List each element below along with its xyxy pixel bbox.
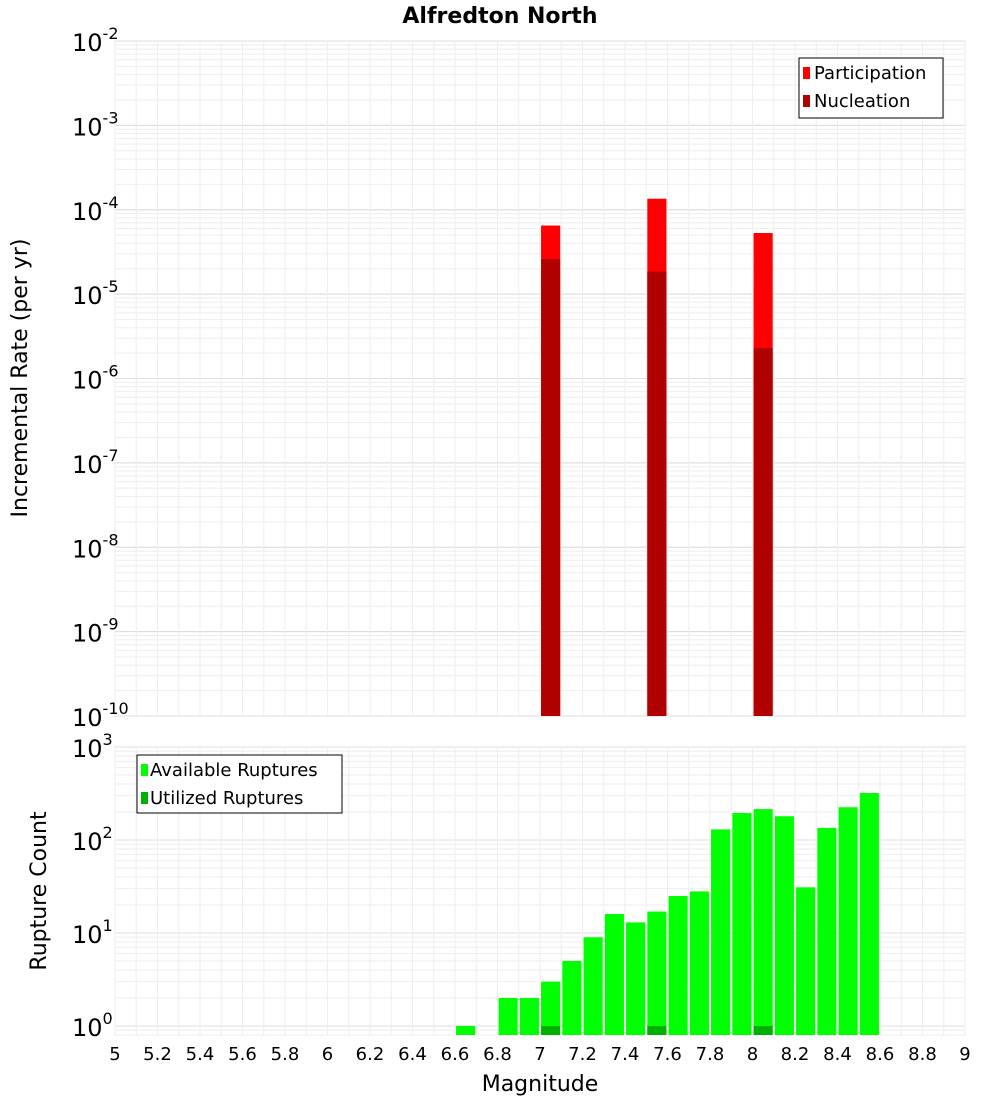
nucleation-legend-swatch: [803, 95, 810, 107]
bottom-bar-available-ruptures: [796, 887, 816, 1035]
bottom-bar-available-ruptures: [774, 816, 794, 1035]
x-tick-label: 8.4: [823, 1044, 852, 1065]
bottom-bar-available-ruptures: [604, 914, 624, 1035]
bottom-bar-available-ruptures: [732, 813, 752, 1035]
utilized-ruptures-legend-label: Utilized Ruptures: [150, 788, 303, 809]
bottom-bar-available-ruptures: [456, 1025, 476, 1035]
bottom-legend-box: [136, 754, 343, 814]
x-tick-labels: 5 5.2 5.4 5.6 5.8 6 6.2 6.4 6.6 6.8 7 7.2 7.4 7.6 7.8 8…: [109, 1044, 970, 1065]
top-y-tick-label: 10-8: [72, 530, 119, 563]
top-legend-box: [798, 57, 944, 119]
top-y-tick-label: 10-7: [72, 446, 119, 479]
x-tick-label: 6.6: [441, 1044, 470, 1065]
top-legend: Participation Nucleation: [798, 57, 944, 119]
top-y-tick-label: 10-4: [72, 193, 119, 226]
bottom-bar-available-ruptures: [626, 922, 646, 1035]
x-tick-label: 7.6: [653, 1044, 682, 1065]
bottom-bar-available-ruptures: [711, 829, 731, 1035]
x-tick-label: 5.2: [143, 1044, 172, 1065]
bottom-bar-available-ruptures: [562, 960, 582, 1035]
x-tick-label: 9: [959, 1044, 970, 1065]
top-y-axis-label: Incremental Rate (per yr): [8, 239, 33, 518]
top-bar-nucleation: [753, 347, 773, 716]
bottom-bar-available-ruptures: [817, 827, 837, 1035]
bottom-y-axis-label: Rupture Count: [27, 811, 52, 971]
x-tick-label: 6.2: [356, 1044, 385, 1065]
bottom-y-tick-labels: 100 101 102 103: [72, 730, 113, 1042]
top-bar-nucleation: [541, 259, 561, 716]
bottom-bar-available-ruptures: [753, 809, 773, 1035]
x-tick-label: 6: [322, 1044, 333, 1065]
bottom-y-tick-label: 100: [72, 1009, 113, 1042]
x-tick-label: 7.8: [696, 1044, 725, 1065]
bottom-bars: [456, 793, 879, 1035]
bottom-bar-available-ruptures: [838, 807, 858, 1035]
utilized-ruptures-legend-swatch: [141, 792, 148, 804]
top-bar-nucleation: [647, 271, 667, 716]
x-tick-label: 8.8: [908, 1044, 937, 1065]
bottom-bar-available-ruptures: [859, 793, 879, 1035]
bottom-bar-available-ruptures: [668, 895, 688, 1035]
top-y-tick-label: 10-9: [72, 615, 119, 648]
nucleation-legend-label: Nucleation: [814, 91, 910, 112]
bottom-bar-available-ruptures: [689, 891, 709, 1035]
top-y-tick-label: 10-3: [72, 108, 119, 141]
top-y-tick-label: 10-6: [72, 362, 119, 395]
top-y-tick-label: 10-2: [72, 24, 119, 57]
x-tick-label: 7.2: [568, 1044, 597, 1065]
bottom-y-tick-label: 103: [72, 730, 113, 763]
top-y-tick-labels: 10-10 10-9 10-8 10-7 10-6 10-5 10-4 10-3 10-2: [72, 24, 129, 732]
bottom-bar-available-ruptures: [583, 937, 603, 1035]
participation-legend-swatch: [803, 67, 810, 79]
x-axis-label: Magnitude: [482, 1072, 599, 1097]
bottom-y-tick-label: 101: [72, 916, 113, 949]
x-tick-label: 8.6: [866, 1044, 895, 1065]
bottom-bar-utilized-ruptures: [541, 1025, 561, 1035]
bottom-y-tick-label: 102: [72, 823, 113, 856]
x-tick-label: 8.2: [781, 1044, 810, 1065]
participation-legend-label: Participation: [814, 63, 926, 84]
bottom-bar-available-ruptures: [647, 911, 667, 1035]
bottom-bar-available-ruptures: [541, 981, 561, 1035]
bottom-bar-available-ruptures: [519, 997, 539, 1035]
top-y-tick-label: 10-10: [72, 699, 129, 732]
top-y-tick-label: 10-5: [72, 277, 119, 310]
x-tick-label: 7.4: [611, 1044, 640, 1065]
bottom-bar-available-ruptures: [498, 997, 518, 1035]
x-tick-label: 6.8: [483, 1044, 512, 1065]
x-tick-label: 5.4: [186, 1044, 215, 1065]
available-ruptures-legend-label: Available Ruptures: [150, 760, 318, 781]
bottom-bar-utilized-ruptures: [647, 1025, 667, 1035]
x-tick-label: 8: [747, 1044, 758, 1065]
top-grid: [114, 40, 966, 717]
available-ruptures-legend-swatch: [141, 764, 148, 776]
x-tick-label: 5.8: [271, 1044, 300, 1065]
x-tick-label: 5.6: [228, 1044, 257, 1065]
bottom-bar-utilized-ruptures: [753, 1025, 773, 1035]
bottom-legend: Available Ruptures Utilized Ruptures: [136, 754, 343, 814]
x-tick-label: 5: [109, 1044, 120, 1065]
top-bars: [541, 198, 773, 717]
x-tick-label: 6.4: [398, 1044, 427, 1065]
x-tick-label: 7: [534, 1044, 545, 1065]
chart-title: Alfredton North: [402, 4, 597, 29]
